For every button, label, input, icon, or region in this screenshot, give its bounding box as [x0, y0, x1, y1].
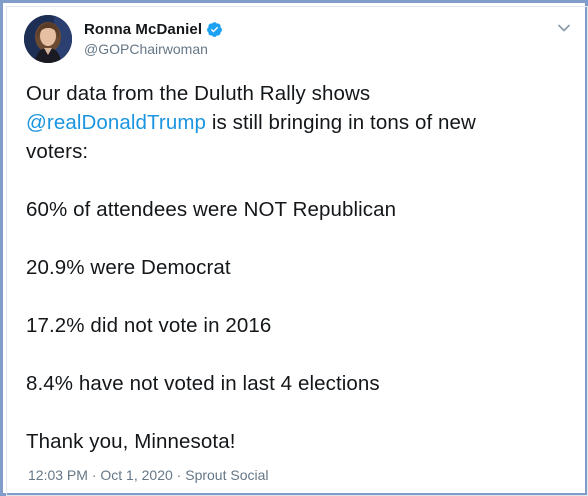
mention-link[interactable]: @realDonaldTrump: [26, 111, 207, 134]
avatar[interactable]: [24, 15, 72, 63]
tweet-meta: 12:03 PM · Oct 1, 2020 · Sprout Social: [28, 467, 269, 483]
verified-badge-icon: [206, 21, 223, 38]
tweet-header: Ronna McDaniel @GOPChairwoman: [7, 7, 587, 71]
chevron-down-icon[interactable]: [555, 19, 573, 37]
avatar-photo-icon: [24, 15, 72, 63]
tweet-stat: 8.4% have not voted in last 4 elections: [26, 372, 380, 395]
tweet-source[interactable]: Sprout Social: [185, 467, 269, 483]
author-handle[interactable]: @GOPChairwoman: [84, 41, 208, 57]
tweet-stat: 60% of attendees were NOT Republican: [26, 198, 397, 221]
tweet-closing: Thank you, Minnesota!: [26, 430, 236, 453]
meta-separator: ·: [172, 467, 186, 483]
tweet-line: Our data from the Duluth Rally shows: [26, 82, 371, 105]
tweet-line-rest: is still bringing in tons of new: [206, 111, 476, 134]
tweet-stat: 20.9% were Democrat: [26, 256, 231, 279]
tweet-line: @realDonaldTrump is still bringing in to…: [26, 108, 566, 137]
tweet-date[interactable]: Oct 1, 2020: [100, 467, 173, 483]
tweet-line: voters:: [26, 140, 89, 163]
tweet-text: Our data from the Duluth Rally shows @re…: [26, 79, 566, 456]
tweet-stat: 17.2% did not vote in 2016: [26, 314, 272, 337]
tweet-time[interactable]: 12:03 PM: [28, 467, 88, 483]
meta-separator: ·: [87, 467, 101, 483]
tweet-card[interactable]: Ronna McDaniel @GOPChairwoman Our dat: [6, 6, 588, 496]
author-display-name[interactable]: Ronna McDaniel: [84, 20, 203, 38]
author-info: Ronna McDaniel @GOPChairwoman: [84, 19, 223, 57]
